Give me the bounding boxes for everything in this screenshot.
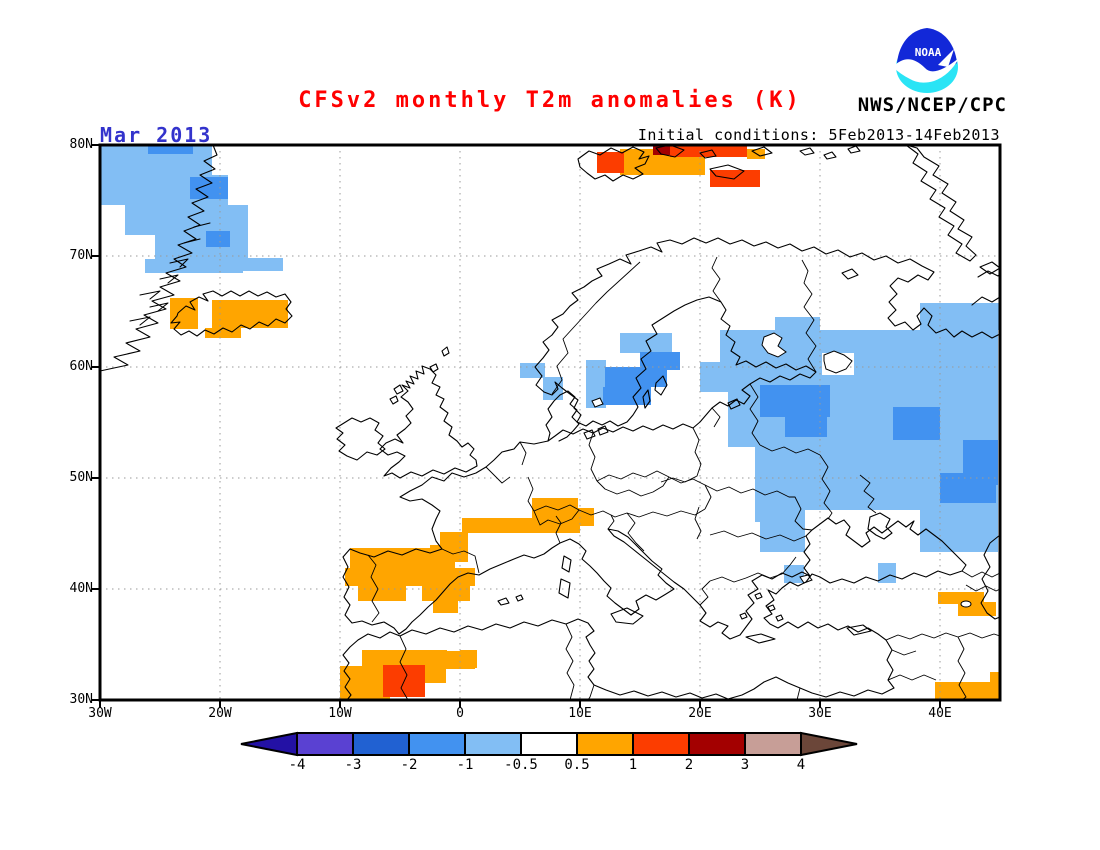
axis-ticks bbox=[91, 144, 941, 708]
lon-label-20e: 20E bbox=[688, 706, 712, 721]
colorbar-right-arrow bbox=[800, 731, 858, 757]
lat-label-60n: 60N bbox=[69, 359, 93, 374]
colorbar bbox=[240, 731, 858, 757]
colorbar-tick-neg2: -2 bbox=[400, 757, 418, 773]
valid-month-label: Mar 2013 bbox=[100, 123, 213, 147]
country-borders bbox=[367, 256, 1001, 701]
lon-label-30w: 30W bbox=[88, 706, 112, 721]
noaa-logo-text: NOAA bbox=[915, 46, 942, 59]
lat-label-70n: 70N bbox=[69, 248, 93, 263]
coastlines bbox=[99, 144, 1001, 701]
page-title: CFSv2 monthly T2m anomalies (K) bbox=[298, 88, 802, 113]
lon-label-40e: 40E bbox=[928, 706, 952, 721]
colorbar-tick-pos05: 0.5 bbox=[564, 757, 590, 773]
colorbar-tick-neg1: -1 bbox=[456, 757, 474, 773]
lon-label-30e: 30E bbox=[808, 706, 832, 721]
colorbar-tick-pos4: 4 bbox=[796, 757, 806, 773]
lat-label-40n: 40N bbox=[69, 581, 93, 596]
lon-label-10e: 10E bbox=[568, 706, 592, 721]
lon-label-10w: 10W bbox=[328, 706, 352, 721]
lat-label-30n: 30N bbox=[69, 692, 93, 707]
lat-label-80n: 80N bbox=[69, 137, 93, 152]
lat-label-50n: 50N bbox=[69, 470, 93, 485]
colorbar-tick-neg05: -0.5 bbox=[504, 757, 538, 773]
colorbar-tick-pos2: 2 bbox=[684, 757, 694, 773]
anomaly-patches bbox=[100, 145, 1000, 700]
lon-label-20w: 20W bbox=[208, 706, 232, 721]
lake-outlines bbox=[591, 332, 972, 608]
colorbar-tick-neg3: -3 bbox=[344, 757, 362, 773]
map-frame bbox=[98, 143, 1002, 702]
colorbar-tick-neg4: -4 bbox=[288, 757, 306, 773]
colorbar-tick-pos3: 3 bbox=[740, 757, 750, 773]
noaa-logo: NOAA bbox=[893, 28, 959, 93]
lon-label-0: 0 bbox=[456, 706, 464, 721]
colorbar-tick-pos1: 1 bbox=[628, 757, 638, 773]
colorbar-left-arrow bbox=[240, 731, 298, 757]
agency-label: NWS/NCEP/CPC bbox=[857, 94, 1007, 116]
initial-conditions-label: Initial conditions: 5Feb2013-14Feb2013 bbox=[637, 126, 1000, 144]
map-canvas bbox=[91, 143, 1002, 708]
